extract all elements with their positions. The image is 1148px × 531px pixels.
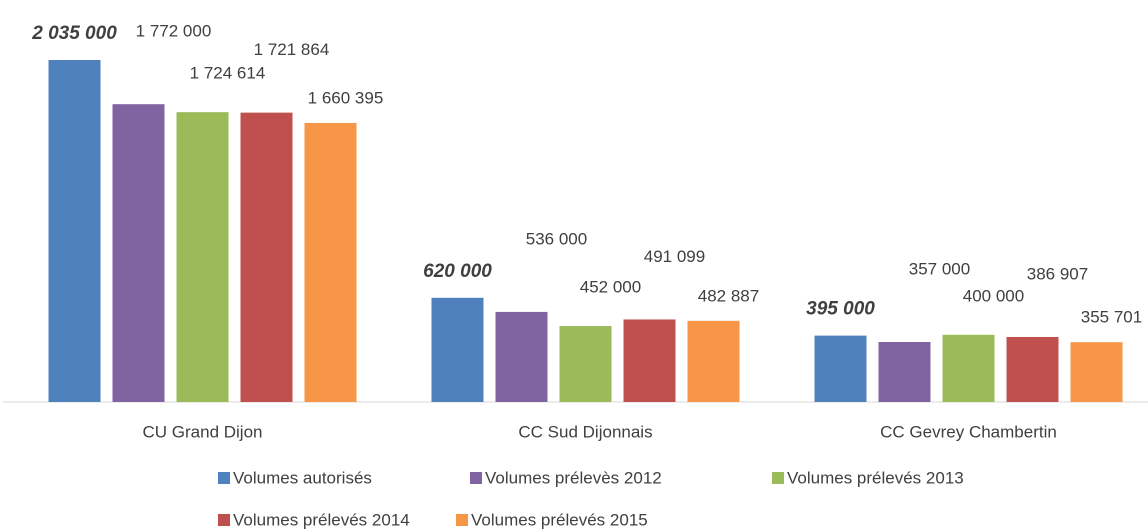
- bar: [176, 112, 229, 403]
- x-tick-label: CC Sud Dijonnais: [518, 422, 652, 441]
- bar: [112, 104, 165, 402]
- data-label: 1 772 000: [136, 22, 212, 41]
- data-label: 357 000: [909, 259, 970, 278]
- bar: [304, 122, 357, 403]
- data-label: 1 724 614: [190, 64, 266, 83]
- data-label: 452 000: [580, 278, 641, 297]
- bar: [1006, 336, 1059, 402]
- data-label: 482 887: [698, 286, 759, 305]
- data-label: 1 660 395: [308, 88, 384, 107]
- data-label: 386 907: [1027, 264, 1088, 283]
- bar: [878, 342, 931, 402]
- data-label: 536 000: [526, 229, 587, 248]
- data-label: 2 035 000: [31, 23, 117, 44]
- bar: [1070, 342, 1123, 402]
- bar: [942, 334, 995, 402]
- data-label: 620 000: [423, 261, 492, 282]
- bar: [623, 319, 676, 402]
- legend-label: Volumes prélevés 2014: [233, 510, 410, 529]
- data-label: 355 701: [1081, 308, 1142, 327]
- legend-swatch: [456, 514, 468, 526]
- data-label: 395 000: [806, 299, 875, 320]
- data-label: 1 721 864: [254, 40, 330, 59]
- bar: [687, 320, 740, 402]
- legend-label: Volumes prélevés 2015: [471, 510, 648, 529]
- data-label: 400 000: [963, 286, 1024, 305]
- bar: [240, 112, 293, 403]
- bar: [814, 335, 867, 402]
- legend-swatch: [218, 472, 230, 484]
- legend-label: Volumes prélevés 2013: [787, 468, 964, 487]
- legend-label: Volumes autorisés: [233, 468, 372, 487]
- bar: [431, 297, 484, 402]
- x-tick-label: CU Grand Dijon: [143, 422, 263, 441]
- legend-swatch: [470, 472, 482, 484]
- x-tick-label: CC Gevrey Chambertin: [880, 422, 1057, 441]
- bar: [495, 311, 548, 402]
- data-label: 491 099: [644, 247, 705, 266]
- legend-swatch: [772, 472, 784, 484]
- legend-label: Volumes prélevès 2012: [485, 468, 662, 487]
- bar: [48, 60, 101, 402]
- legend-swatch: [218, 514, 230, 526]
- bar: [559, 326, 612, 402]
